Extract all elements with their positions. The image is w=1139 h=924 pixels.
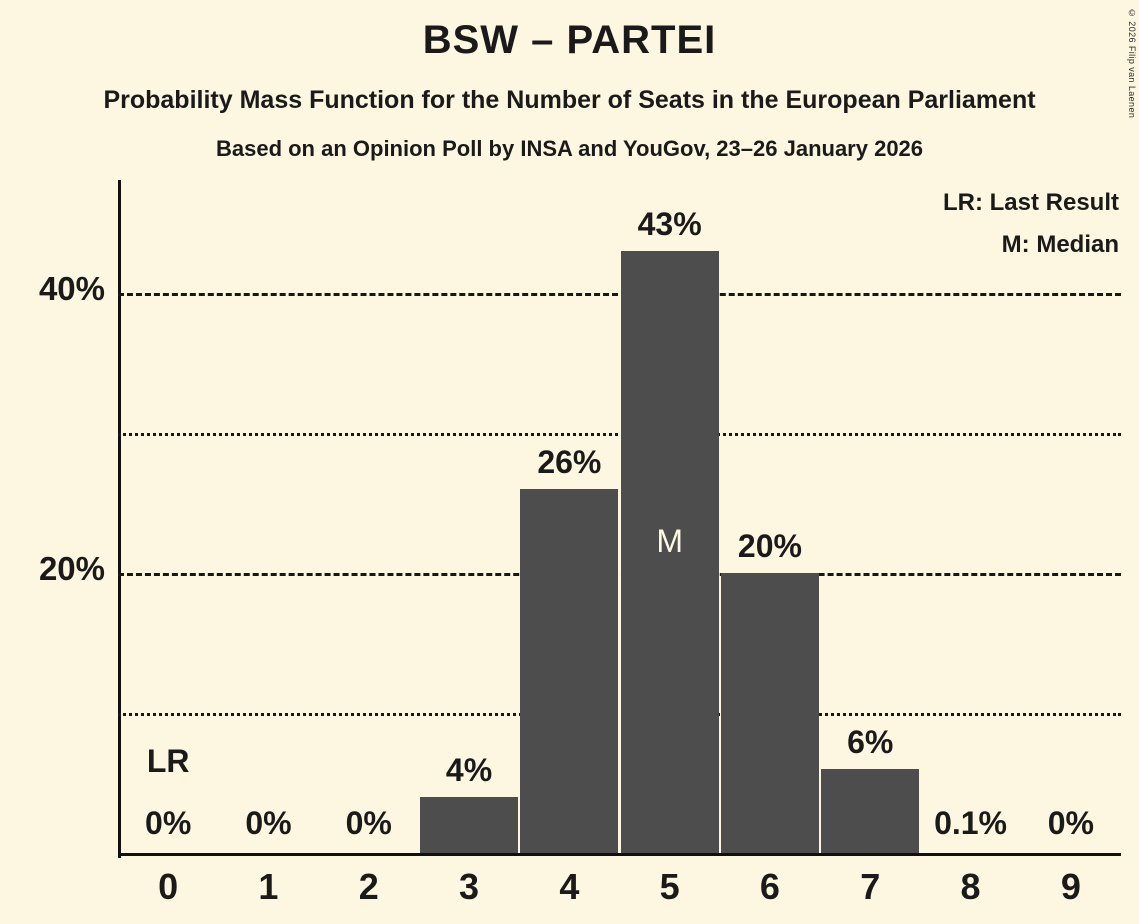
chart-source-note: Based on an Opinion Poll by INSA and You… (215, 136, 924, 161)
bar-value-label-seats-3: 4% (445, 752, 493, 788)
bar-value-label-seats-4: 26% (537, 444, 602, 480)
copyright-notice: © 2026 Filip van Laenen (1127, 8, 1137, 119)
gridline-40pct (118, 293, 1121, 296)
y-axis-line (118, 180, 121, 858)
gridline-20pct (118, 573, 1121, 576)
last-result-marker: LR (146, 743, 190, 779)
bar-value-label-seats-7: 6% (847, 724, 894, 760)
bar-value-label-seats-5: 43% (637, 206, 702, 242)
median-marker: M (656, 523, 683, 559)
x-tick-label-9: 9 (1060, 866, 1081, 907)
bar-value-label-seats-0: 0% (145, 805, 192, 841)
gridline-30pct (118, 433, 1121, 436)
y-tick-label-40pct: 40% (38, 270, 105, 307)
x-tick-label-5: 5 (659, 866, 680, 907)
bar-value-label-seats-1: 0% (245, 805, 292, 841)
bar-seats-6 (720, 573, 820, 853)
x-axis-line (118, 853, 1121, 856)
y-tick-label-20pct: 20% (38, 550, 105, 587)
bar-seats-3 (419, 797, 519, 853)
legend-item-last-result: LR: Last Result (942, 189, 1119, 216)
gridline-10pct (118, 713, 1121, 716)
bar-value-label-seats-6: 20% (737, 528, 802, 564)
bar-seats-7 (821, 769, 920, 853)
bar-seats-5 (620, 251, 719, 853)
chart-subtitle: Probability Mass Function for the Number… (103, 86, 1036, 114)
x-tick-label-0: 0 (158, 866, 179, 907)
x-tick-label-1: 1 (258, 866, 279, 907)
bar-seats-4 (520, 489, 619, 853)
x-tick-label-7: 7 (860, 866, 881, 907)
x-tick-label-6: 6 (759, 866, 780, 907)
x-tick-label-8: 8 (960, 866, 981, 907)
bar-value-label-seats-9: 0% (1047, 805, 1094, 841)
legend-item-median: M: Median (1001, 231, 1119, 258)
plot-area (118, 180, 1121, 855)
x-tick-label-3: 3 (459, 866, 480, 907)
chart-legend: LR: Last Result M: Median (943, 182, 1119, 266)
x-tick-label-4: 4 (559, 866, 580, 907)
chart-title: BSW – PARTEI (422, 18, 717, 62)
bar-value-label-seats-8: 0.1% (934, 805, 1007, 841)
bar-value-label-seats-2: 0% (345, 805, 392, 841)
x-tick-label-2: 2 (358, 866, 379, 907)
